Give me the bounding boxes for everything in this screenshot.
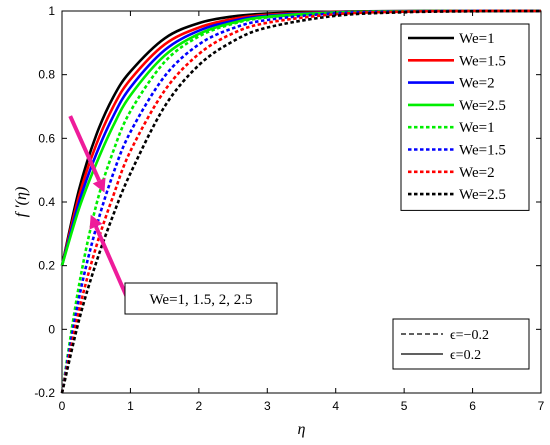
- series-line-6: [60, 9, 542, 394]
- legend-label-5: We=1: [459, 120, 495, 136]
- x-axis-title: η: [298, 421, 306, 438]
- annotation-arrow-2: [94, 225, 129, 299]
- series-legend: We=1 We=1.5 We=2 We=2.5 We=1 We=1.5 We=2 We=2.5: [400, 23, 530, 211]
- y-tick-label: 0: [48, 322, 55, 336]
- x-tick-label: 1: [127, 399, 134, 413]
- legend-label-3: We=2: [459, 76, 495, 92]
- y-axis-title: f ′(η): [13, 187, 30, 218]
- legend-label-7: We=2: [459, 165, 495, 181]
- y-tick-label: 1: [48, 4, 55, 18]
- x-tick-label: 3: [264, 399, 271, 413]
- x-tick-label: 4: [332, 399, 339, 413]
- epsilon-legend-box: [392, 318, 530, 370]
- epsilon-legend: ϵ=−0.2 ϵ=0.2: [392, 318, 530, 370]
- epsilon-label-2: ϵ=0.2: [450, 348, 481, 363]
- annotation-label: We=1, 1.5, 2, 2.5: [149, 292, 252, 308]
- legend-label-4: We=2.5: [459, 98, 506, 114]
- legend-label-2: We=1.5: [459, 53, 506, 69]
- legend-box: [400, 23, 530, 211]
- annotation-arrows: [68, 115, 129, 299]
- y-tick-label: 0.4: [38, 195, 55, 209]
- annotation-arrowhead-2: [89, 214, 103, 230]
- y-tick-label: 0.6: [38, 131, 55, 145]
- x-tick-label: 0: [59, 399, 66, 413]
- legend-label-1: We=1: [459, 31, 495, 47]
- x-tick-label: 5: [401, 399, 408, 413]
- x-tick-label: 7: [538, 399, 545, 413]
- plot-area: 0 1 2 3 4 5 6 7 -0.2 0 0.2 0.4 0.6 0.8 1: [34, 4, 544, 413]
- epsilon-label-1: ϵ=−0.2: [450, 328, 489, 343]
- annotation-box: [124, 282, 278, 315]
- y-tick-label: 0.2: [38, 259, 55, 273]
- x-tick-label: 2: [196, 399, 203, 413]
- x-tick-label: 6: [469, 399, 476, 413]
- legend-label-8: We=2.5: [459, 187, 506, 203]
- y-tick-label: 0.8: [38, 68, 55, 82]
- annotation-arrow-1: [68, 115, 101, 182]
- annotation-arrowhead-1: [92, 177, 106, 193]
- y-tick-label: -0.2: [34, 386, 55, 400]
- we-annotation: We=1, 1.5, 2, 2.5: [124, 282, 278, 315]
- axis-ticks: 0 1 2 3 4 5 6 7 -0.2 0 0.2 0.4 0.6 0.8 1: [34, 4, 544, 413]
- legend-label-6: We=1.5: [459, 143, 506, 159]
